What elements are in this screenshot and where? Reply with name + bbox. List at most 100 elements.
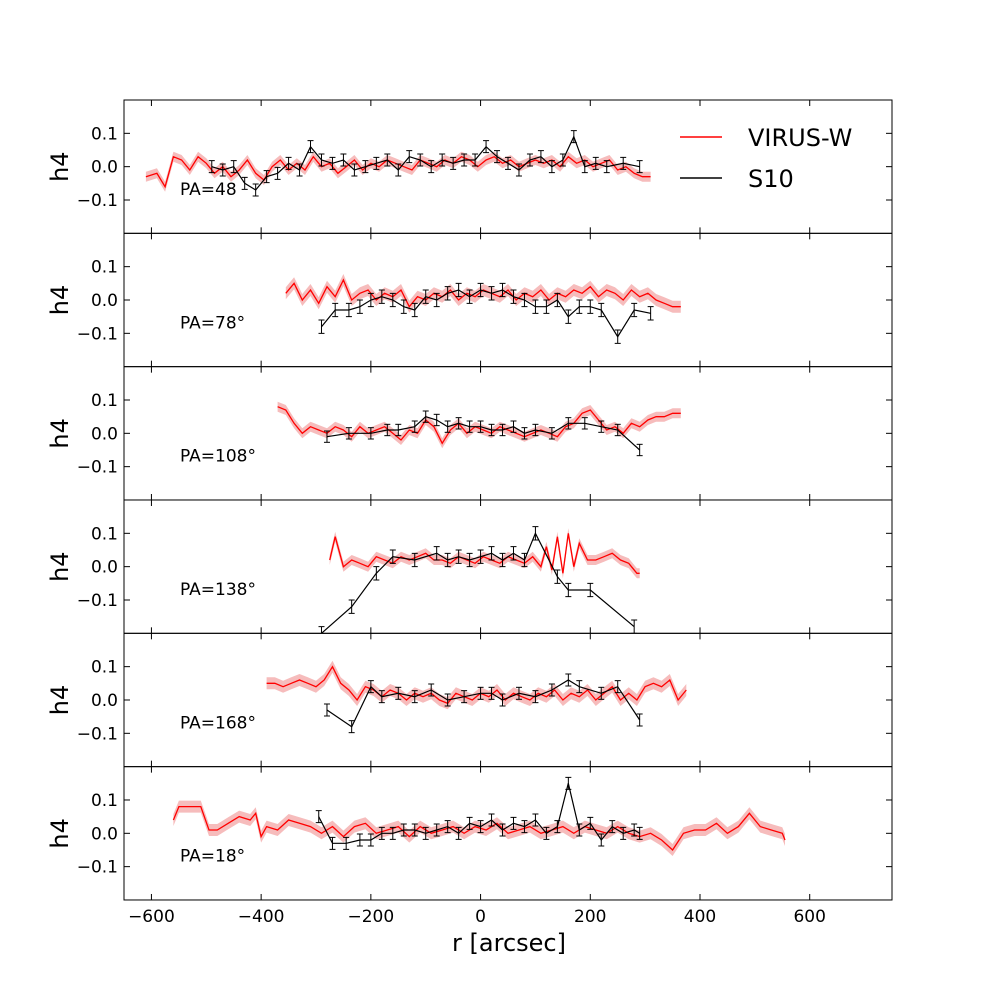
panel-6: 0.1 0.0 −0.1h4 PA=18° [46, 766, 893, 901]
s10-errorbar [598, 686, 605, 700]
s10-errorbar [532, 813, 539, 827]
x-tick-label: −200 [348, 907, 395, 927]
s10-errorbar [466, 552, 473, 568]
s10-errorbar [433, 413, 440, 427]
s10-errorbar [499, 823, 506, 837]
s10-errorbar [532, 299, 539, 314]
x-tick-label: 0 [475, 907, 486, 927]
s10-errorbar [515, 686, 522, 700]
s10-errorbar [252, 183, 259, 197]
s10-errorbar [389, 826, 396, 840]
s10-errorbar [439, 153, 446, 167]
s10-errorbar [378, 826, 385, 840]
s10-errorbar [532, 690, 539, 704]
s10-errorbar [537, 150, 544, 164]
y-tick-label: 0.0 [91, 424, 118, 444]
s10-errorbar [631, 619, 638, 634]
panel-label: PA=18° [180, 847, 245, 867]
s10-errorbar [587, 299, 594, 314]
panel-2: 0.1 0.0 −0.1h4 PA=78° [46, 232, 893, 368]
panel-label: PA=168° [180, 713, 256, 733]
s10-errorbar [636, 826, 643, 840]
s10-errorbar [332, 302, 339, 318]
s10-errorbar [450, 156, 457, 170]
s10-errorbar [598, 302, 605, 318]
s10-line [326, 679, 641, 728]
s10-errorbar [521, 820, 528, 834]
y-axis-label: h4 [46, 551, 74, 581]
legend-label-s10: S10 [748, 165, 794, 193]
y-axis-label: h4 [46, 418, 74, 448]
s10-errorbar [554, 292, 561, 308]
s10-errorbar [609, 820, 616, 834]
s10-errorbar [307, 140, 314, 154]
s10-errorbar [521, 552, 528, 568]
s10-errorbar [263, 170, 270, 184]
s10-errorbar [422, 289, 429, 304]
s10-errorbar [565, 417, 572, 430]
s10-errorbar [565, 776, 572, 790]
x-tick-label: 600 [793, 907, 825, 927]
s10-errorbar [472, 153, 479, 167]
s10-errorbar [499, 423, 506, 437]
s10-errorbar [444, 693, 451, 707]
s10-errorbar [428, 160, 435, 174]
s10-errorbar [323, 430, 330, 443]
panel-frame [123, 232, 893, 368]
s10-errorbar [433, 292, 440, 308]
x-axis-label: r [arcsec] [452, 929, 566, 957]
s10-errorbar [395, 163, 402, 177]
s10-errorbar [620, 156, 627, 170]
y-tick-label: 0.0 [91, 691, 118, 711]
s10-errorbar [636, 160, 643, 174]
virus-band [145, 151, 651, 192]
s10-errorbar [373, 566, 380, 581]
s10-errorbar [505, 156, 511, 170]
s10-errorbar [466, 420, 473, 433]
s10-errorbar [329, 836, 336, 850]
s10-errorbar [587, 816, 594, 830]
s10-errorbar [532, 423, 539, 437]
s10-errorbar [521, 427, 528, 440]
s10-errorbar [620, 826, 627, 840]
s10-errorbar [477, 549, 484, 564]
s10-errorbar [614, 329, 621, 344]
s10-errorbar [351, 163, 358, 177]
virus-line [266, 665, 687, 705]
plot-area [285, 274, 681, 344]
s10-errorbar [428, 683, 435, 697]
plot-area [277, 401, 681, 457]
s10-errorbar [548, 160, 555, 174]
s10-errorbar [488, 546, 495, 561]
y-tick-label: −0.1 [77, 458, 118, 478]
s10-errorbar [373, 156, 380, 170]
s10-errorbar [488, 686, 495, 700]
y-tick-label: 0.0 [91, 824, 118, 844]
panel-label: PA=138° [180, 580, 256, 600]
s10-errorbar [510, 546, 517, 561]
s10-errorbar [554, 569, 561, 584]
s10-errorbar [362, 160, 369, 174]
s10-errorbar [285, 156, 292, 170]
s10-errorbar [400, 299, 407, 314]
y-tick-label: −0.1 [77, 724, 118, 744]
y-tick-label: 0.1 [91, 258, 118, 278]
s10-errorbar [343, 836, 350, 850]
x-tick-label: 200 [574, 907, 606, 927]
y-axis-label: h4 [46, 818, 74, 848]
s10-errorbar [576, 299, 583, 314]
s10-errorbar [329, 156, 336, 170]
y-axis-label: h4 [46, 685, 74, 715]
s10-errorbar [461, 690, 468, 704]
s10-errorbar [488, 813, 495, 827]
y-tick-label: −0.1 [77, 191, 118, 211]
s10-errorbar [318, 319, 325, 334]
y-tick-label: −0.1 [77, 324, 118, 344]
s10-errorbar [570, 130, 577, 144]
s10-errorbar [614, 680, 621, 694]
s10-errorbar [356, 299, 363, 314]
s10-errorbar [631, 823, 638, 837]
s10-errorbar [477, 686, 484, 700]
s10-errorbar [587, 582, 594, 598]
